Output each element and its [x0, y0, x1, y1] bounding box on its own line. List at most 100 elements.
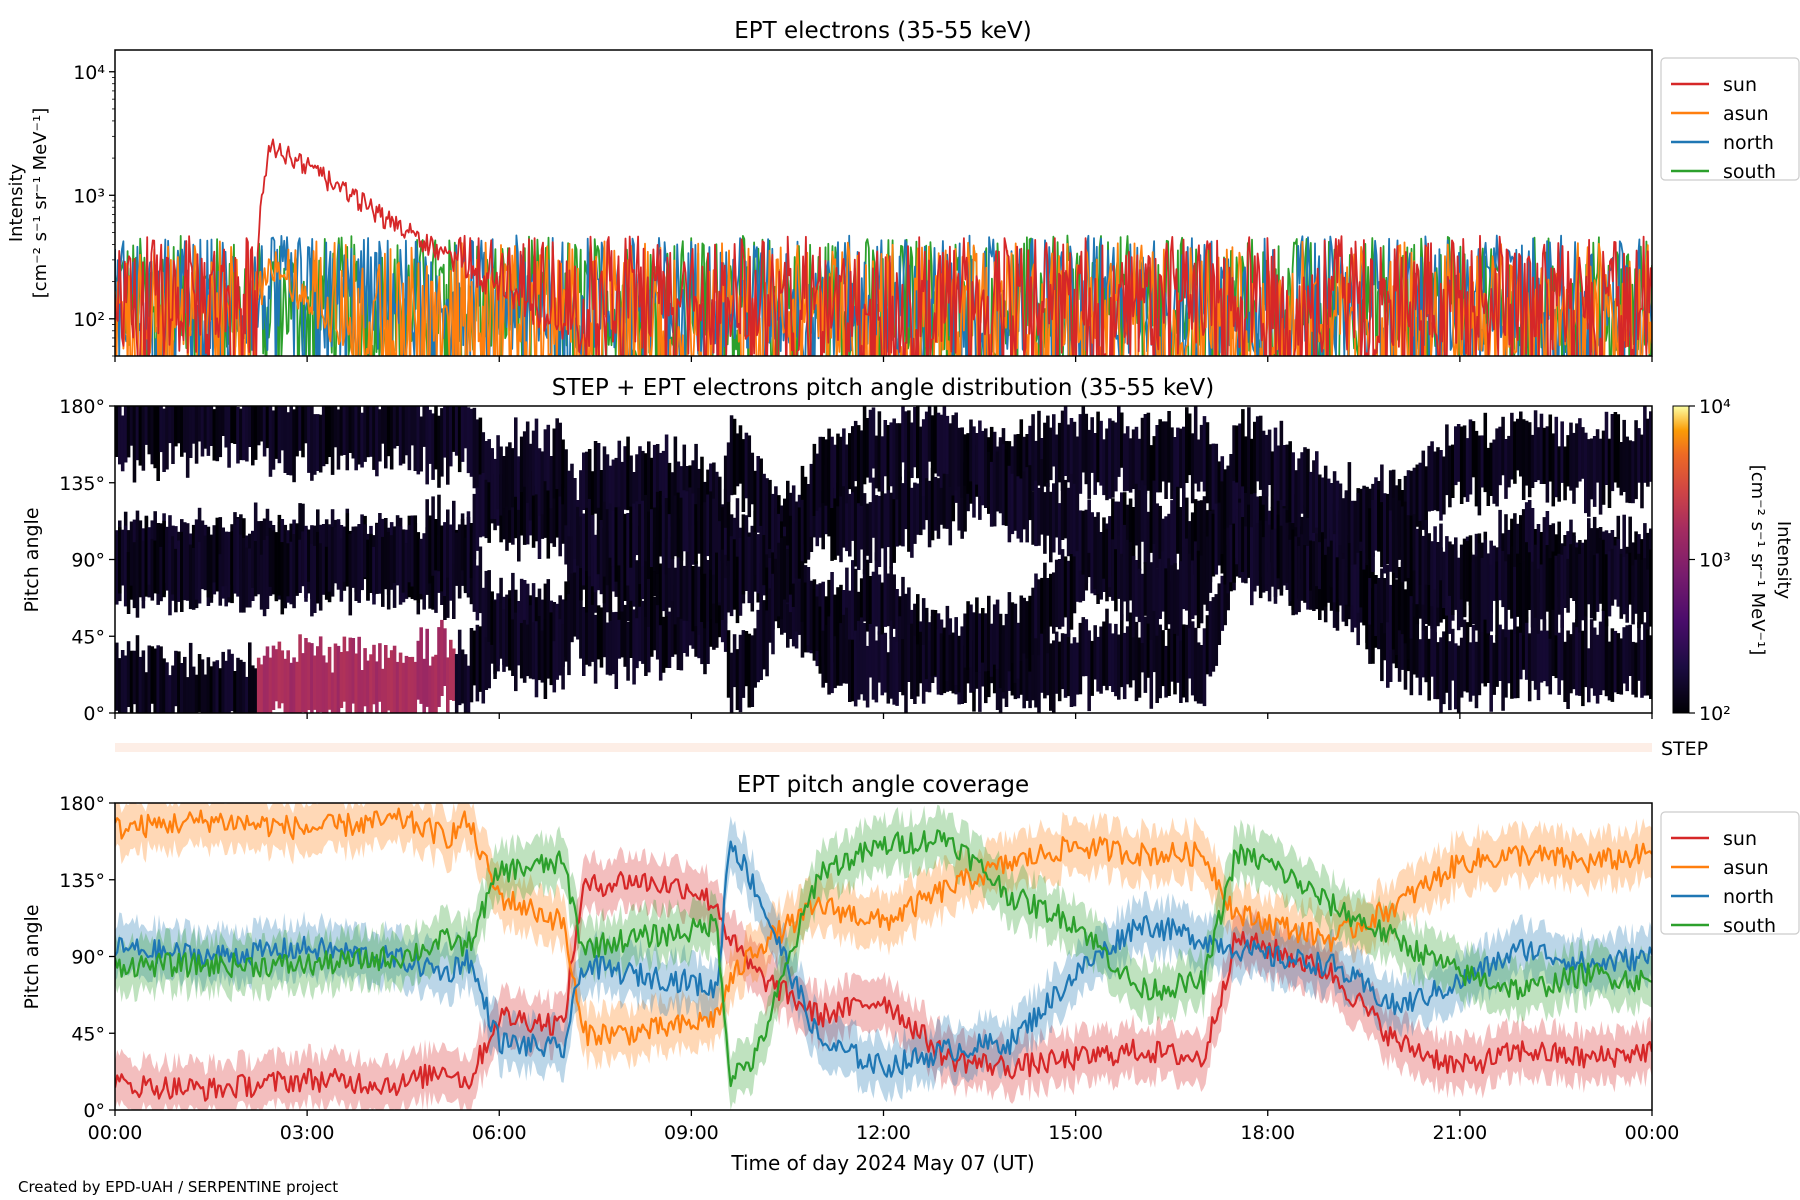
pad-heatmap-cell — [369, 406, 373, 457]
pad-heatmap-cell — [460, 406, 465, 462]
pad-heatmap-cell — [342, 526, 347, 582]
pad-heatmap-cell — [1306, 448, 1310, 518]
pad-heatmap-cell — [1096, 636, 1100, 692]
pad-heatmap-cell — [1442, 631, 1446, 705]
pad-heatmap-cell — [481, 473, 486, 537]
pad-heatmap-cell — [425, 406, 429, 485]
pad-heatmap-cell — [1253, 525, 1257, 592]
pad-heatmap-cell — [632, 530, 636, 607]
pad-heatmap-cell — [463, 406, 468, 449]
pad-heatmap-cell — [1312, 541, 1316, 611]
pad-heatmap-cell — [635, 560, 639, 619]
pad-heatmap-cell — [1439, 547, 1443, 623]
pad-heatmap-cell — [576, 562, 580, 640]
pad-heatmap-cell — [1134, 621, 1139, 702]
pad-heatmap-cell — [933, 476, 938, 531]
pad-heatmap-cell — [318, 543, 323, 611]
pad-heatmap-cell — [1424, 466, 1428, 533]
pad-heatmap-cell — [907, 587, 911, 640]
pad-heatmap-cell — [1326, 524, 1331, 603]
pad-heatmap-cell — [440, 408, 444, 477]
pad-heatmap-cell — [248, 548, 252, 607]
pad-heatmap-cell — [239, 534, 243, 613]
pad-heatmap-cell — [641, 500, 645, 567]
pad-heatmap-cell — [1610, 628, 1615, 702]
pad-heatmap-cell — [712, 498, 716, 575]
pad-heatmap-cell — [1052, 414, 1056, 467]
pad-heatmap-cell — [1362, 488, 1366, 570]
pad-heatmap-cell — [1418, 553, 1423, 619]
pad-heatmap-cell — [1332, 534, 1337, 603]
pad-heatmap-cell — [395, 661, 400, 713]
pad-heatmap-cell — [1143, 414, 1148, 494]
pad-heatmap-cell — [135, 635, 140, 713]
pad-heatmap-cell — [821, 491, 825, 550]
pad-heatmap-cell — [995, 643, 1000, 710]
pad-heatmap-cell — [138, 530, 143, 598]
pad-heatmap-cell — [525, 421, 530, 503]
pad-heatmap-cell — [555, 611, 559, 672]
pad-heatmap-cell — [256, 657, 261, 713]
pad-heatmap-cell — [1261, 430, 1266, 505]
pad-heatmap-cell — [372, 644, 376, 705]
pad-heatmap-cell — [1569, 422, 1573, 491]
pad-heatmap-cell — [620, 461, 624, 525]
pad-heatmap-cell — [248, 406, 252, 447]
pad-heatmap-cell — [1235, 425, 1239, 483]
pad-heatmap-cell — [744, 515, 749, 591]
pad-heatmap-cell — [1016, 622, 1021, 679]
step-strip: STEP — [115, 738, 1708, 760]
pad-heatmap-cell — [431, 496, 435, 576]
pad-heatmap-cell — [1397, 615, 1402, 682]
pad-heatmap-cell — [715, 546, 719, 624]
pad-heatmap-cell — [324, 406, 329, 465]
pad-heatmap-cell — [587, 600, 592, 667]
pad-heatmap-cell — [1087, 499, 1091, 553]
pad-heatmap-cell — [904, 469, 908, 530]
pad-heatmap-cell — [280, 650, 285, 704]
pad-heatmap-cell — [851, 426, 855, 493]
pad-heatmap-cell — [685, 593, 690, 657]
pad-heatmap-cell — [1501, 551, 1505, 608]
pad-heatmap-cell — [951, 415, 956, 496]
pad-heatmap-cell — [927, 406, 932, 462]
pad-heatmap-cell — [144, 516, 149, 597]
pad-heatmap-cell — [729, 415, 734, 496]
pad-heatmap-cell — [1131, 555, 1136, 638]
pad-heatmap-cell — [1093, 516, 1097, 590]
pad-heatmap-cell — [1480, 435, 1485, 488]
pad-heatmap-cell — [608, 465, 613, 531]
pad-heatmap-cell — [827, 616, 831, 695]
pad-heatmap-cell — [540, 451, 545, 515]
pad-heatmap-cell — [1037, 579, 1041, 656]
coverage-y-tick-label: 180° — [59, 793, 105, 815]
pad-heatmap-cell — [215, 406, 220, 462]
pad-heatmap-cell — [1137, 637, 1142, 698]
pad-heatmap-cell — [537, 481, 542, 559]
pad-heatmap-cell — [177, 540, 181, 602]
pad-heatmap-cell — [614, 507, 619, 582]
pad-heatmap-cell — [1587, 523, 1591, 605]
pad-heatmap-cell — [321, 406, 326, 467]
pad-heatmap-cell — [333, 406, 338, 448]
pad-heatmap-cell — [1152, 480, 1157, 558]
pad-heatmap-cell — [366, 406, 370, 458]
pad-heatmap-cell — [404, 543, 409, 599]
pad-heatmap-cell — [880, 472, 885, 549]
pad-heatmap-cell — [865, 503, 870, 556]
pad-heatmap-cell — [1427, 550, 1431, 626]
pad-heatmap-cell — [286, 412, 290, 475]
pad-heatmap-cell — [564, 600, 568, 662]
pad-heatmap-cell — [726, 442, 731, 502]
pad-heatmap-cell — [253, 541, 258, 597]
pad-heatmap-cell — [1365, 493, 1369, 565]
pad-heatmap-cell — [327, 406, 332, 457]
pad-heatmap-cell — [963, 434, 967, 486]
pad-heatmap-cell — [738, 634, 743, 713]
pad-heatmap-cell — [1146, 412, 1151, 491]
pad-heatmap-cell — [274, 649, 279, 702]
pad-heatmap-cell — [1146, 544, 1151, 624]
pad-heatmap-cell — [138, 656, 143, 713]
pad-heatmap-cell — [644, 453, 648, 520]
pad-heatmap-cell — [1182, 492, 1186, 561]
